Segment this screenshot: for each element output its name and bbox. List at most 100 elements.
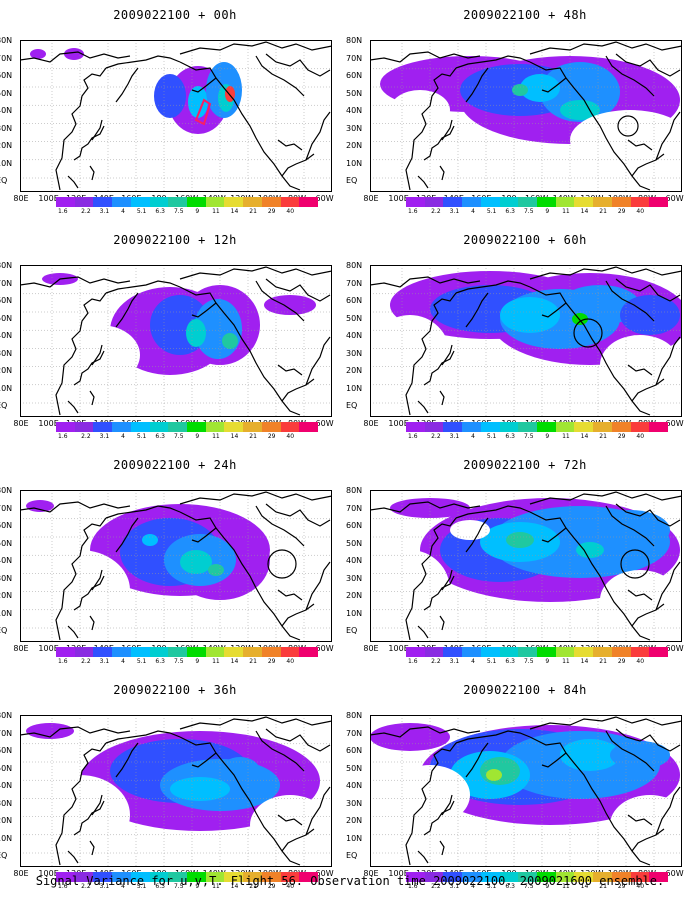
colorbar-swatch <box>205 197 225 207</box>
coastline <box>423 800 455 836</box>
colorbar-level: 9 <box>195 433 200 440</box>
longitude-label: 60W <box>315 194 334 203</box>
latitude-label: 70N <box>346 278 363 288</box>
coastline <box>179 266 332 280</box>
longitude-label: 100E <box>38 419 59 428</box>
coastline <box>441 119 453 141</box>
coastline <box>370 276 481 288</box>
colorbar-swatch <box>112 647 131 657</box>
coastline <box>89 165 95 181</box>
colorbar-swatch <box>593 872 612 882</box>
coastline <box>455 505 531 519</box>
coastline <box>529 491 682 505</box>
colorbar-swatch <box>130 647 150 657</box>
colorbar-level: 21 <box>249 208 257 215</box>
colorbar-labels: 1.6 2.2 3.1 4 5.1 6.3 7.5 9 11 14 21 29 40 <box>56 433 318 443</box>
coastline <box>655 561 681 611</box>
map-frame <box>370 265 682 417</box>
latitude-label: EQ <box>346 401 358 410</box>
coastline <box>281 378 315 402</box>
latitude-label: EQ <box>0 851 8 860</box>
coastline <box>405 292 457 416</box>
blank-area <box>260 570 332 630</box>
latitude-label: 40N <box>346 106 363 115</box>
map-panel: 2009022100 + 72h 80N 70N 60N 50N 40N 30N 20N 10N… <box>346 450 700 675</box>
coastline <box>605 55 655 97</box>
coastline <box>417 850 429 864</box>
coastline <box>55 67 107 191</box>
colorbar-level: 14 <box>230 433 239 440</box>
latitude-label: 60N <box>346 71 363 80</box>
coastline <box>277 589 303 601</box>
coastline <box>91 794 103 816</box>
latitude-label: 30N <box>346 573 363 583</box>
colorbar-swatch <box>130 422 150 432</box>
longitude-label: 80E <box>13 644 29 653</box>
latitude-label: 50N <box>346 538 363 548</box>
coastline <box>265 728 331 752</box>
colorbar-level: 29 <box>267 433 276 440</box>
colorbar-swatch <box>574 197 594 207</box>
longitude-label: 100E <box>388 194 409 203</box>
longitude-label: 60W <box>315 869 334 878</box>
coastline <box>89 615 95 631</box>
colorbar-swatch <box>555 197 575 207</box>
colorbar-level: 5.1 <box>486 433 497 440</box>
colorbar-level: 11 <box>212 433 220 440</box>
colorbar-level: 2.2 <box>81 883 91 890</box>
colorbar-swatch <box>537 422 556 432</box>
variance-contour <box>520 74 560 102</box>
colorbar-swatch <box>56 422 75 432</box>
coastline <box>631 153 665 177</box>
latitude-label: 40N <box>346 556 363 565</box>
coastline <box>305 111 331 161</box>
colorbar-level: 6.3 <box>155 433 165 440</box>
latitude-label: 30N <box>346 348 363 358</box>
colorbar-level: 6.3 <box>505 658 515 665</box>
colorbar-level: 9 <box>195 208 200 215</box>
coastline <box>55 742 107 866</box>
variance-contour <box>576 542 604 558</box>
coastline <box>115 517 139 553</box>
colorbar-level: 3.1 <box>99 658 110 665</box>
colorbar-swatch <box>261 197 281 207</box>
latitude-label: 30N <box>0 798 13 808</box>
colorbar-level: 5.1 <box>136 208 147 215</box>
latitude-label: 20N <box>0 141 13 150</box>
longitude-label: 80E <box>363 869 379 878</box>
colorbar-level: 1.6 <box>408 433 418 440</box>
longitude-label: 100E <box>388 869 409 878</box>
latitude-label: 60N <box>0 521 13 530</box>
map-frame <box>20 490 332 642</box>
map-border <box>370 265 682 417</box>
colorbar-level: 7.5 <box>523 208 534 215</box>
colorbar-swatch <box>649 647 669 657</box>
latitude-label: EQ <box>0 401 8 410</box>
coastline <box>605 730 655 772</box>
colorbar-swatch <box>299 197 319 207</box>
colorbar-level: 5.1 <box>136 658 147 665</box>
longitude-label: 80E <box>13 194 29 203</box>
colorbar-level: 2.2 <box>431 208 441 215</box>
colorbar-swatch <box>593 647 612 657</box>
coastline <box>541 77 567 93</box>
colorbar-swatch <box>74 872 94 882</box>
coastline <box>91 569 103 591</box>
longitude-label: 80E <box>13 869 29 878</box>
latitude-label: 20N <box>346 366 363 375</box>
coastline <box>465 517 489 553</box>
coastline <box>405 517 457 641</box>
coastline <box>179 736 301 866</box>
colorbar <box>56 872 319 882</box>
colorbar-swatch <box>537 872 556 882</box>
latitude-label: 50N <box>346 313 363 323</box>
colorbar-swatch <box>243 197 262 207</box>
coastline <box>55 517 107 641</box>
longitude-label: 100E <box>388 419 409 428</box>
colorbar-swatch <box>224 422 244 432</box>
latitude-label: 20N <box>346 591 363 600</box>
latitude-label: 40N <box>0 331 13 340</box>
coastline <box>20 726 131 738</box>
latitude-label: 60N <box>346 746 363 755</box>
variance-contour <box>222 333 238 349</box>
